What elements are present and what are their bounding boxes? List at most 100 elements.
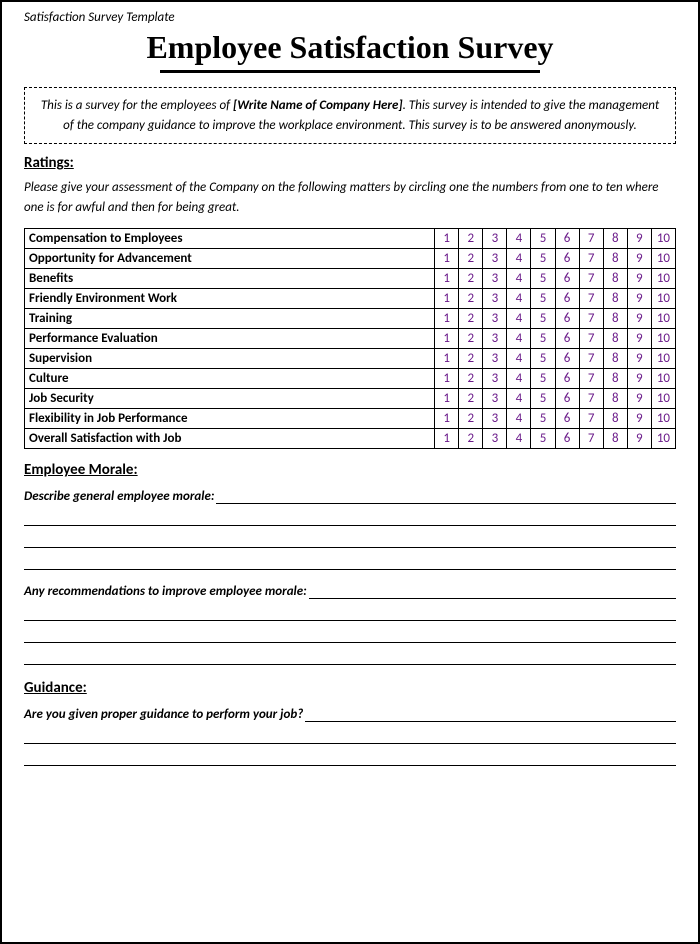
rating-number: 4: [507, 389, 531, 409]
rating-number: 6: [555, 369, 579, 389]
rating-number: 10: [651, 369, 675, 389]
rating-number: 3: [483, 329, 507, 349]
rating-number: 8: [603, 389, 627, 409]
rating-number: 6: [555, 249, 579, 269]
write-line: [24, 601, 676, 621]
rating-number: 10: [651, 269, 675, 289]
rating-number: 1: [435, 269, 459, 289]
rating-number: 5: [531, 329, 555, 349]
rating-number: 9: [627, 269, 651, 289]
rating-number: 1: [435, 329, 459, 349]
rating-number: 6: [555, 269, 579, 289]
rating-number: 7: [579, 309, 603, 329]
rating-number: 8: [603, 409, 627, 429]
rating-number: 5: [531, 309, 555, 329]
rating-number: 1: [435, 429, 459, 449]
title-underline: [160, 70, 540, 73]
rating-number: 7: [579, 289, 603, 309]
rating-number: 2: [459, 249, 483, 269]
rating-number: 1: [435, 309, 459, 329]
rating-number: 2: [459, 289, 483, 309]
rating-number: 9: [627, 369, 651, 389]
rating-item-label: Supervision: [25, 349, 435, 369]
rating-number: 6: [555, 409, 579, 429]
rating-number: 2: [459, 229, 483, 249]
rating-number: 3: [483, 309, 507, 329]
write-line: [24, 746, 676, 766]
rating-number: 4: [507, 289, 531, 309]
guidance-heading: Guidance:: [24, 679, 676, 697]
write-line: [309, 585, 676, 599]
rating-number: 10: [651, 249, 675, 269]
rating-number: 1: [435, 289, 459, 309]
intro-text-1: This is a survey for the employees of: [41, 98, 233, 113]
rating-number: 6: [555, 389, 579, 409]
rating-number: 8: [603, 289, 627, 309]
rating-number: 8: [603, 429, 627, 449]
rating-number: 2: [459, 329, 483, 349]
rating-number: 9: [627, 249, 651, 269]
rating-number: 7: [579, 269, 603, 289]
write-line: [305, 708, 676, 722]
rating-number: 4: [507, 369, 531, 389]
rating-item-label: Performance Evaluation: [25, 329, 435, 349]
rating-item-label: Job Security: [25, 389, 435, 409]
rating-item-label: Compensation to Employees: [25, 229, 435, 249]
rating-number: 4: [507, 269, 531, 289]
rating-number: 6: [555, 229, 579, 249]
rating-number: 3: [483, 289, 507, 309]
morale-prompt-2: Any recommendations to improve employee …: [24, 584, 676, 599]
rating-number: 5: [531, 369, 555, 389]
table-row: Flexibility in Job Performance1234567891…: [25, 409, 676, 429]
table-row: Benefits12345678910: [25, 269, 676, 289]
table-row: Supervision12345678910: [25, 349, 676, 369]
rating-number: 3: [483, 349, 507, 369]
rating-number: 8: [603, 369, 627, 389]
table-row: Compensation to Employees12345678910: [25, 229, 676, 249]
rating-number: 5: [531, 249, 555, 269]
rating-number: 6: [555, 429, 579, 449]
rating-number: 5: [531, 269, 555, 289]
template-label: Satisfaction Survey Template: [24, 10, 676, 25]
company-placeholder: [Write Name of Company Here]: [233, 98, 403, 113]
write-line: [24, 724, 676, 744]
rating-number: 7: [579, 429, 603, 449]
write-line: [24, 506, 676, 526]
rating-number: 9: [627, 289, 651, 309]
rating-number: 10: [651, 389, 675, 409]
rating-number: 2: [459, 349, 483, 369]
rating-number: 2: [459, 309, 483, 329]
rating-number: 2: [459, 429, 483, 449]
rating-number: 5: [531, 349, 555, 369]
rating-number: 3: [483, 429, 507, 449]
write-line: [24, 550, 676, 570]
rating-number: 8: [603, 249, 627, 269]
guidance-prompt-text: Are you given proper guidance to perform…: [24, 707, 303, 722]
rating-item-label: Training: [25, 309, 435, 329]
rating-number: 1: [435, 389, 459, 409]
rating-number: 5: [531, 229, 555, 249]
rating-item-label: Culture: [25, 369, 435, 389]
rating-number: 7: [579, 249, 603, 269]
table-row: Performance Evaluation12345678910: [25, 329, 676, 349]
ratings-instructions: Please give your assessment of the Compa…: [24, 178, 676, 218]
rating-number: 10: [651, 309, 675, 329]
rating-number: 8: [603, 349, 627, 369]
rating-number: 4: [507, 229, 531, 249]
table-row: Overall Satisfaction with Job12345678910: [25, 429, 676, 449]
rating-item-label: Flexibility in Job Performance: [25, 409, 435, 429]
morale-heading: Employee Morale:: [24, 461, 676, 479]
rating-table: Compensation to Employees12345678910Oppo…: [24, 228, 676, 449]
rating-number: 3: [483, 229, 507, 249]
table-row: Culture12345678910: [25, 369, 676, 389]
ratings-heading: Ratings:: [24, 154, 676, 172]
rating-item-label: Friendly Environment Work: [25, 289, 435, 309]
table-row: Friendly Environment Work12345678910: [25, 289, 676, 309]
rating-number: 9: [627, 309, 651, 329]
rating-number: 3: [483, 369, 507, 389]
rating-number: 4: [507, 249, 531, 269]
table-row: Job Security12345678910: [25, 389, 676, 409]
rating-number: 9: [627, 429, 651, 449]
rating-number: 3: [483, 249, 507, 269]
rating-number: 10: [651, 329, 675, 349]
